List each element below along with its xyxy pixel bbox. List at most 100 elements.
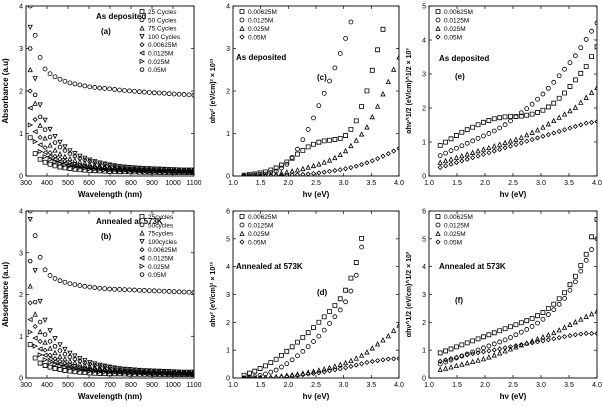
data-point	[57, 139, 63, 146]
data-point	[316, 139, 322, 145]
data-point	[252, 173, 258, 176]
y-tick-label: 3	[226, 46, 230, 53]
data-point	[151, 288, 157, 294]
data-point	[268, 173, 274, 176]
x-tick-label: 400	[41, 180, 53, 187]
data-point	[332, 367, 338, 373]
data-point	[92, 285, 98, 291]
data-point	[454, 133, 459, 138]
data-point	[77, 356, 83, 362]
data-point	[448, 136, 454, 142]
data-point	[578, 122, 584, 128]
data-point	[551, 301, 557, 307]
data-point	[176, 289, 182, 295]
data-point	[578, 331, 584, 337]
series-0.00625M	[241, 26, 386, 176]
data-point	[305, 171, 311, 176]
legend-marker	[239, 214, 245, 219]
data-point	[112, 286, 117, 292]
y-axis-label: αhν² (eV/cm)² × 10¹³	[210, 261, 217, 326]
data-point	[359, 161, 365, 168]
data-point	[374, 341, 381, 347]
data-point	[47, 273, 53, 278]
legend-marker	[239, 222, 245, 228]
data-point	[131, 367, 137, 373]
y-tick-label: 5	[422, 4, 426, 11]
data-point	[464, 340, 470, 346]
legend-label: 100 Cycles	[148, 34, 181, 41]
data-point	[47, 352, 53, 358]
data-point	[518, 110, 524, 116]
data-point	[385, 356, 391, 362]
data-point	[459, 342, 465, 348]
y-tick-label: 0	[422, 376, 426, 383]
data-point	[588, 310, 595, 317]
data-point	[42, 145, 48, 151]
data-point	[171, 369, 177, 374]
data-point	[32, 268, 38, 274]
data-point	[321, 314, 327, 320]
data-point	[583, 64, 589, 69]
data-point	[47, 71, 53, 77]
y-tick-label: 4	[422, 38, 426, 45]
data-point	[284, 172, 290, 176]
panel-b: 300 400 500 600 700 800 900 1000 1100 0 1 2 3 4 Wavele…	[1, 209, 202, 402]
data-point	[448, 161, 454, 167]
y-tick-label: 1	[226, 131, 230, 138]
data-point	[278, 172, 285, 176]
x-tick-label: 2.0	[480, 382, 490, 389]
data-point	[459, 129, 465, 135]
legend-label: 25 Cycles	[148, 9, 177, 16]
x-tick-label: 4.0	[592, 382, 602, 389]
data-point	[572, 77, 578, 83]
data-point	[186, 92, 192, 98]
data-point	[305, 330, 311, 336]
data-point	[300, 165, 306, 172]
data-point	[561, 334, 568, 340]
data-point	[369, 113, 375, 120]
data-point	[459, 158, 465, 164]
data-point	[258, 374, 262, 378]
data-point	[186, 169, 192, 175]
data-point	[62, 78, 68, 84]
series-0.00625M	[241, 235, 365, 378]
legend-label: 0.05M	[444, 240, 462, 247]
series-0.05M	[437, 119, 597, 171]
data-point	[166, 371, 173, 377]
data-point	[252, 368, 258, 374]
series-0.05M	[27, 258, 194, 375]
data-point	[52, 276, 58, 281]
data-point	[37, 338, 43, 344]
data-point	[97, 369, 103, 375]
data-point	[437, 143, 443, 148]
data-point	[117, 164, 123, 169]
data-point	[578, 45, 584, 51]
data-point	[92, 368, 98, 375]
data-point	[454, 145, 459, 151]
data-point	[176, 91, 182, 97]
data-point	[37, 360, 43, 366]
x-tick-label: 1.0	[228, 382, 238, 389]
data-point	[37, 319, 43, 325]
data-point	[583, 257, 589, 263]
data-point	[589, 54, 594, 60]
y-axis-label: Absorbance (a.u)	[1, 261, 10, 327]
data-point	[454, 344, 459, 350]
data-point	[77, 358, 83, 364]
data-point	[47, 134, 53, 140]
legend-label: 0.05M	[248, 240, 266, 247]
data-point	[518, 342, 524, 348]
data-point	[52, 344, 58, 349]
data-point	[348, 19, 354, 25]
data-point	[37, 352, 44, 358]
legend-marker	[435, 239, 441, 245]
data-point	[289, 357, 295, 363]
data-point	[342, 147, 349, 154]
data-point	[567, 60, 573, 66]
data-point	[176, 369, 182, 375]
data-point	[47, 153, 53, 160]
data-point	[106, 162, 113, 168]
data-point	[572, 319, 579, 325]
data-point	[540, 91, 546, 97]
x-tick-label: 500	[62, 180, 74, 187]
